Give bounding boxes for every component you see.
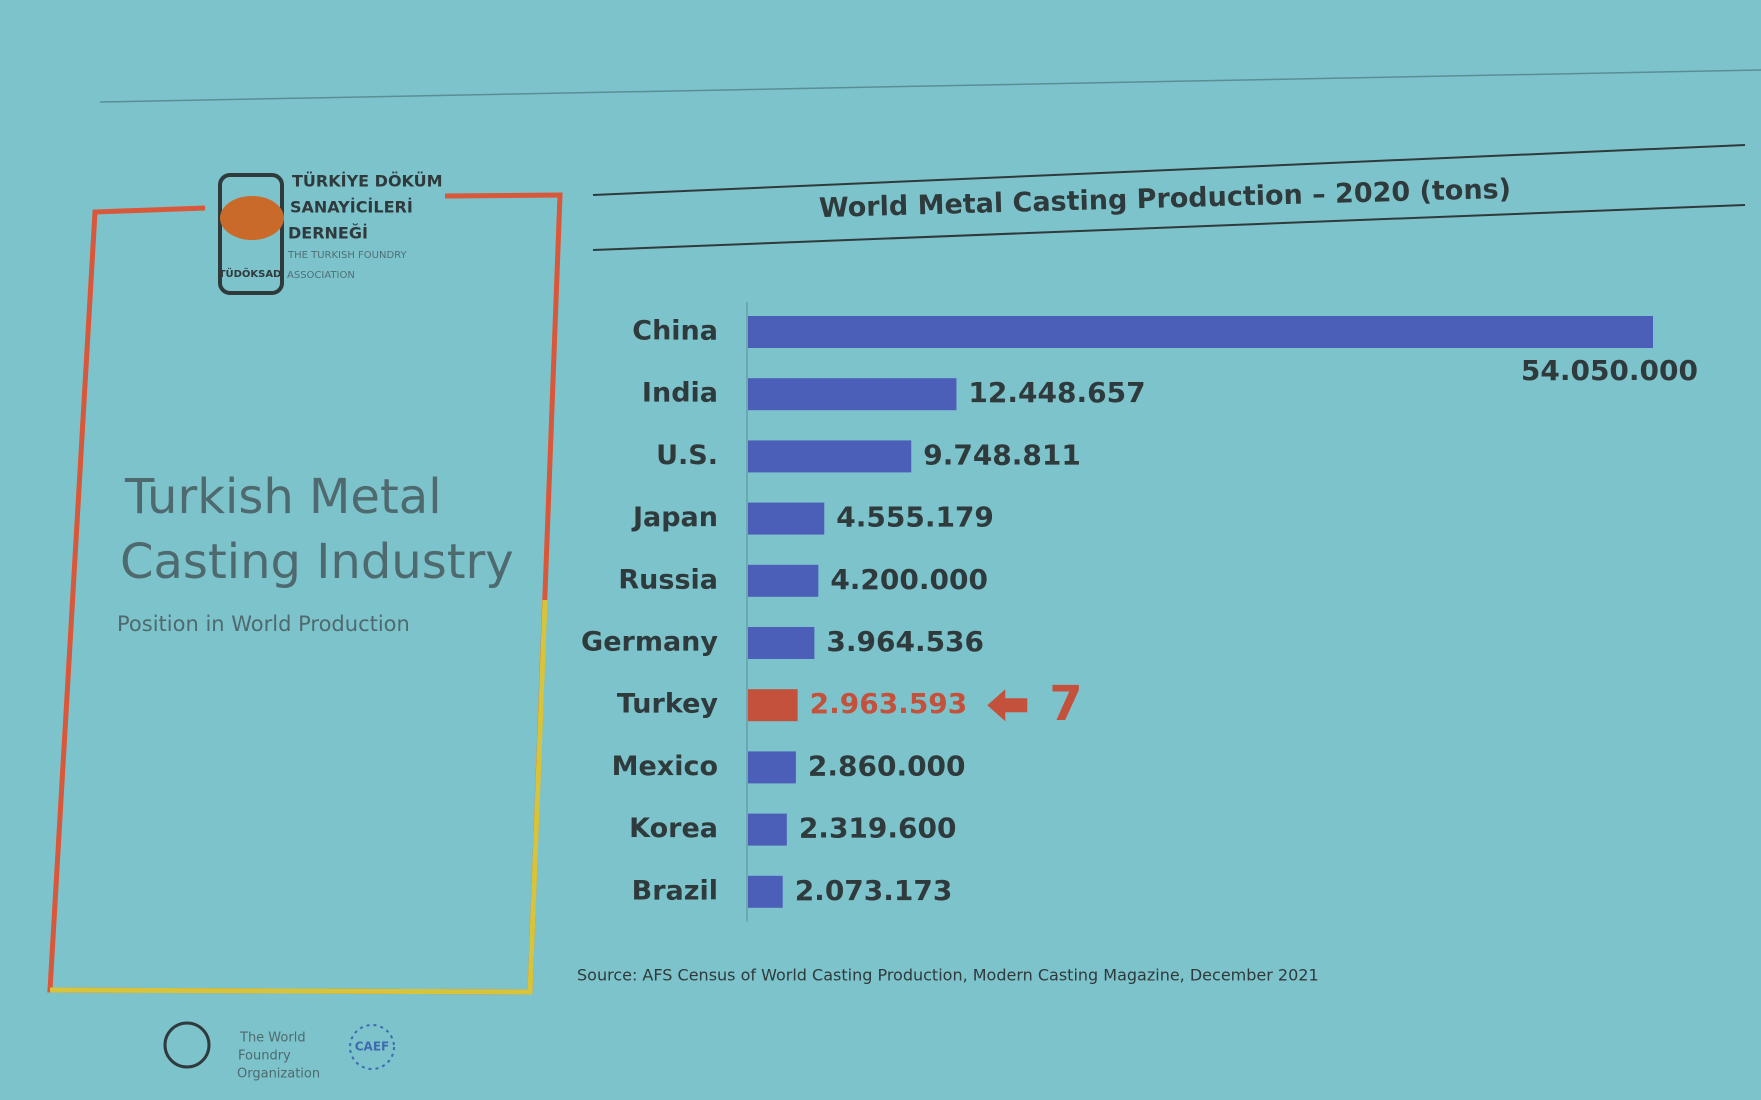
page: {"slide": { "logo_name": ["TÜRKİYE DÖKÜM… — [0, 0, 1761, 1100]
category-label: Brazil — [632, 875, 718, 906]
category-label: Japan — [631, 502, 718, 533]
bar — [748, 503, 824, 535]
value-label: 2.860.000 — [808, 749, 966, 782]
category-label: Korea — [629, 813, 718, 844]
value-label: 2.963.593 — [810, 687, 968, 720]
value-label: 4.555.179 — [836, 501, 994, 534]
category-label: U.S. — [656, 440, 718, 471]
logo-name: SANAYİCİLERİ — [290, 198, 413, 217]
bar — [748, 627, 814, 659]
value-label: 54.050.000 — [1521, 354, 1698, 387]
value-label: 12.448.657 — [968, 376, 1145, 409]
category-label: China — [632, 316, 718, 347]
bar — [748, 689, 798, 721]
bar — [748, 876, 783, 908]
logo-name: DERNEĞİ — [288, 224, 368, 243]
value-label: 3.964.536 — [826, 625, 984, 658]
category-label: Turkey — [617, 689, 719, 720]
heading: Turkish Metal — [124, 469, 442, 525]
caef-name: CAEF — [355, 1040, 390, 1054]
wfo-name: Foundry — [238, 1049, 291, 1064]
bar — [748, 814, 787, 846]
logo-sub: THE TURKISH FOUNDRY — [287, 250, 407, 261]
subheading: Position in World Production — [117, 612, 410, 636]
logo-badge: TÜDÖKSAD — [219, 266, 282, 280]
value-label: 2.073.173 — [795, 874, 953, 907]
bar — [748, 751, 796, 783]
annotation: 7 — [1049, 676, 1082, 732]
bar — [748, 440, 911, 472]
heading: Casting Industry — [120, 534, 514, 590]
slide: TÜRKİYE DÖKÜM SANAYİCİLERİ DERNEĞİ THE T… — [0, 0, 1761, 1100]
bar — [748, 565, 818, 597]
value-label: 9.748.811 — [923, 438, 1081, 471]
value-label: 2.319.600 — [799, 812, 957, 845]
category-label: India — [642, 378, 718, 409]
logo-name: TÜRKİYE DÖKÜM — [292, 172, 443, 191]
value-label: 4.200.000 — [830, 563, 988, 596]
bar — [748, 378, 956, 410]
category-label: Russia — [618, 564, 718, 595]
source: Source: AFS Census of World Casting Prod… — [577, 966, 1319, 985]
logo-sub: ASSOCIATION — [287, 270, 355, 281]
category-label: Germany — [581, 627, 718, 658]
wfo-name: The World — [239, 1031, 306, 1046]
bar — [748, 316, 1653, 348]
logo-drop — [220, 196, 284, 240]
wfo-name: Organization — [237, 1067, 320, 1082]
category-label: Mexico — [612, 751, 718, 782]
